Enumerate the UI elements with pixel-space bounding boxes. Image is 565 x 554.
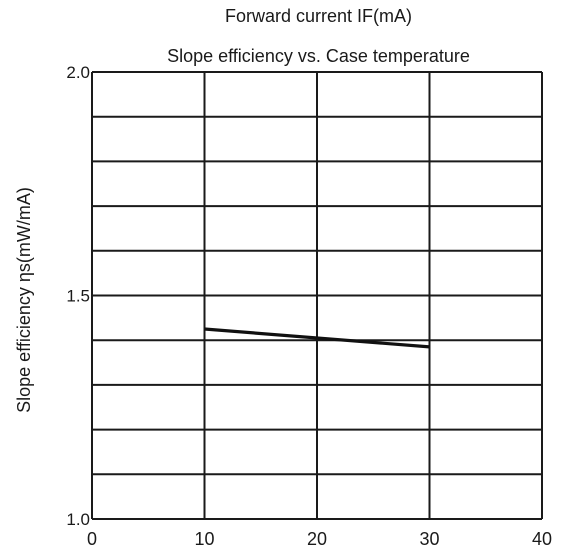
y-axis-label: Slope efficiency ηs(mW/mA) [14,187,34,413]
y-tick-label-1: 1.5 [66,287,90,306]
y-tick-label-2: 2.0 [66,63,90,82]
tick-labels: 0 10 20 30 40 1.0 1.5 2.0 [66,63,552,549]
y-tick-label-0: 1.0 [66,510,90,529]
header-caption: Forward current IF(mA) [224,6,413,26]
x-tick-label-2: 20 [307,529,327,549]
x-tick-label-4: 40 [532,529,552,549]
x-tick-label-1: 10 [194,529,214,549]
grid [91,71,543,520]
x-tick-label-3: 30 [419,529,439,549]
x-tick-label-0: 0 [87,529,97,549]
chart-title: Slope efficiency vs. Case temperature [167,46,470,66]
series-line-0 [204,327,430,349]
series-layer [204,327,430,349]
